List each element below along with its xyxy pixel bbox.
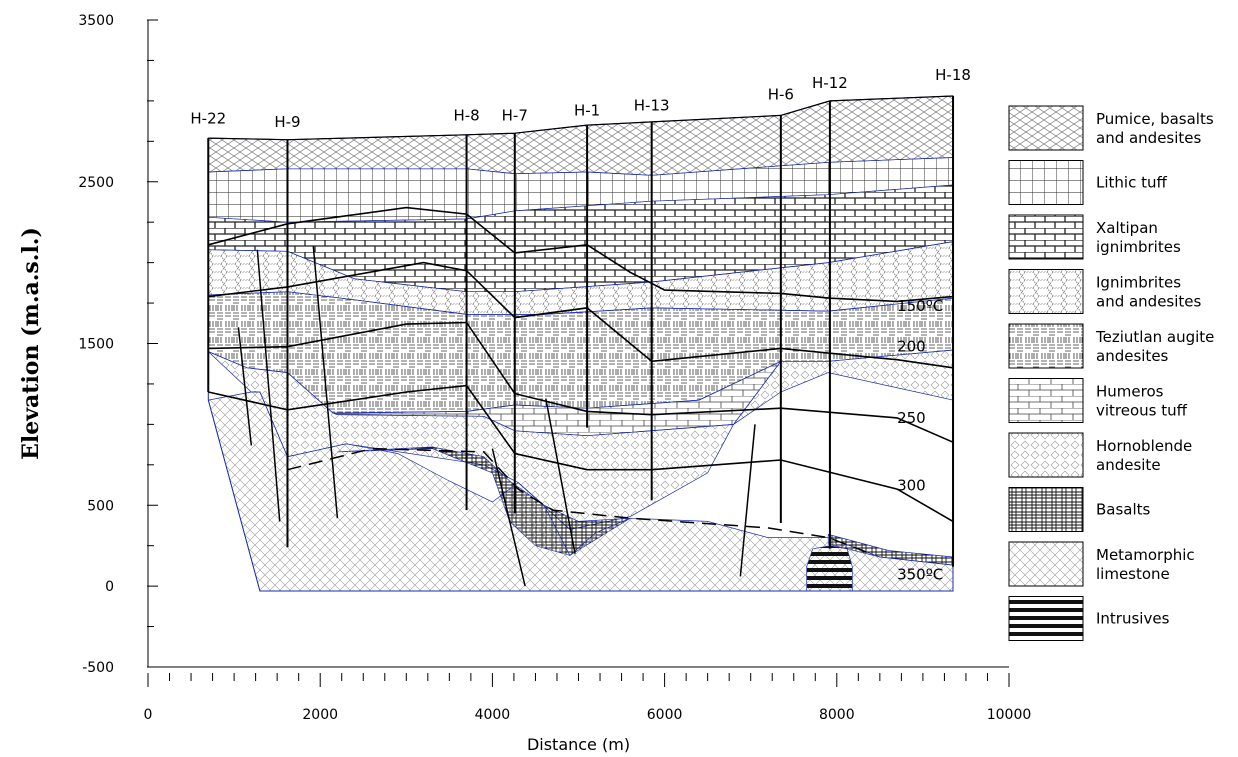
legend-label-6: Hornoblende andesite — [1096, 437, 1192, 474]
legend-label-0: Pumice, basalts and andesites — [1096, 110, 1214, 147]
legend-swatch-xhatch — [1009, 542, 1083, 586]
legend-label-3: Ignimbrites and andesites — [1096, 274, 1202, 311]
legend-label-8: Metamorphic limestone — [1096, 546, 1195, 583]
y-tick-label: 500 — [87, 498, 114, 514]
legend-label-7: Basalts — [1096, 501, 1151, 519]
x-tick-label: 0 — [144, 707, 153, 723]
legend-swatch-hlines — [1009, 597, 1083, 641]
y-tick-label: -500 — [82, 660, 114, 676]
legend-label-1: Lithic tuff — [1096, 174, 1167, 192]
x-tick-label: 2000 — [302, 707, 338, 723]
legend-label-line: and andesites — [1096, 129, 1202, 147]
legend-swatch-cross — [1009, 106, 1083, 150]
x-tick-label: 8000 — [819, 707, 855, 723]
legend-label-line: vitreous tuff — [1096, 402, 1188, 420]
well-label-h-1: H-1 — [574, 101, 600, 119]
legend-label-line: Lithic tuff — [1096, 174, 1167, 192]
y-axis-title: Elevation (m.a.s.l.) — [18, 227, 44, 460]
well-label-h-12: H-12 — [812, 74, 848, 92]
legend-label-line: Pumice, basalts — [1096, 110, 1214, 128]
well-label-h-6: H-6 — [768, 85, 794, 103]
legend-label-line: Teziutlan augite — [1095, 328, 1214, 346]
isotherm-label-2: 250 — [897, 409, 926, 427]
layer-intrusives — [807, 546, 853, 591]
legend-label-5: Humeros vitreous tuff — [1096, 383, 1188, 420]
well-label-h-8: H-8 — [453, 106, 479, 124]
isotherm-label-0: 150ºC — [897, 297, 943, 315]
legend-swatch-grid — [1009, 161, 1083, 205]
legend-label-2: Xaltipan ignimbrites — [1096, 219, 1181, 256]
legend-label-line: ignimbrites — [1096, 238, 1181, 256]
x-tick-label: 10000 — [987, 707, 1032, 723]
legend-label-line: Xaltipan — [1096, 219, 1158, 237]
legend-swatch-basalt — [1009, 488, 1083, 532]
legend-swatch-hex — [1009, 270, 1083, 314]
isotherm-label-3: 300 — [897, 477, 926, 495]
legend-label-line: Intrusives — [1096, 610, 1170, 628]
x-tick-label: 4000 — [475, 707, 511, 723]
isotherm-label-1: 200 — [897, 338, 926, 356]
legend-label-4: Teziutlan augite andesites — [1095, 328, 1214, 365]
legend-label-line: Hornoblende — [1096, 437, 1192, 455]
legend-swatch-brick-bold — [1009, 215, 1083, 259]
well-label-h-18: H-18 — [935, 66, 971, 84]
legend-swatch-brick — [1009, 379, 1083, 423]
legend-swatch-weave — [1009, 324, 1083, 368]
legend-label-line: andesites — [1096, 347, 1169, 365]
x-tick-label: 6000 — [647, 707, 683, 723]
legend-label-line: Basalts — [1096, 501, 1151, 519]
legend-swatch-diamond — [1009, 433, 1083, 477]
well-label-h-13: H-13 — [634, 97, 670, 115]
legend-label-line: and andesites — [1096, 293, 1202, 311]
y-tick-label: 2500 — [78, 175, 114, 191]
legend-label-line: Ignimbrites — [1096, 274, 1181, 292]
well-label-h-7: H-7 — [502, 106, 528, 124]
legend-label-9: Intrusives — [1096, 610, 1170, 628]
well-label-h-9: H-9 — [274, 113, 300, 131]
y-tick-label: 3500 — [78, 13, 114, 29]
y-tick-label: 0 — [105, 579, 114, 595]
legend-label-line: limestone — [1096, 565, 1170, 583]
isotherm-label-4: 350ºC — [897, 566, 943, 584]
section-layers — [208, 96, 953, 591]
well-label-h-22: H-22 — [190, 110, 226, 128]
y-tick-label: 1500 — [78, 337, 114, 353]
legend-label-line: Humeros — [1096, 383, 1164, 401]
x-axis-title: Distance (m) — [527, 735, 630, 754]
legend-label-line: Metamorphic — [1096, 546, 1195, 564]
legend-label-line: andesite — [1096, 456, 1161, 474]
